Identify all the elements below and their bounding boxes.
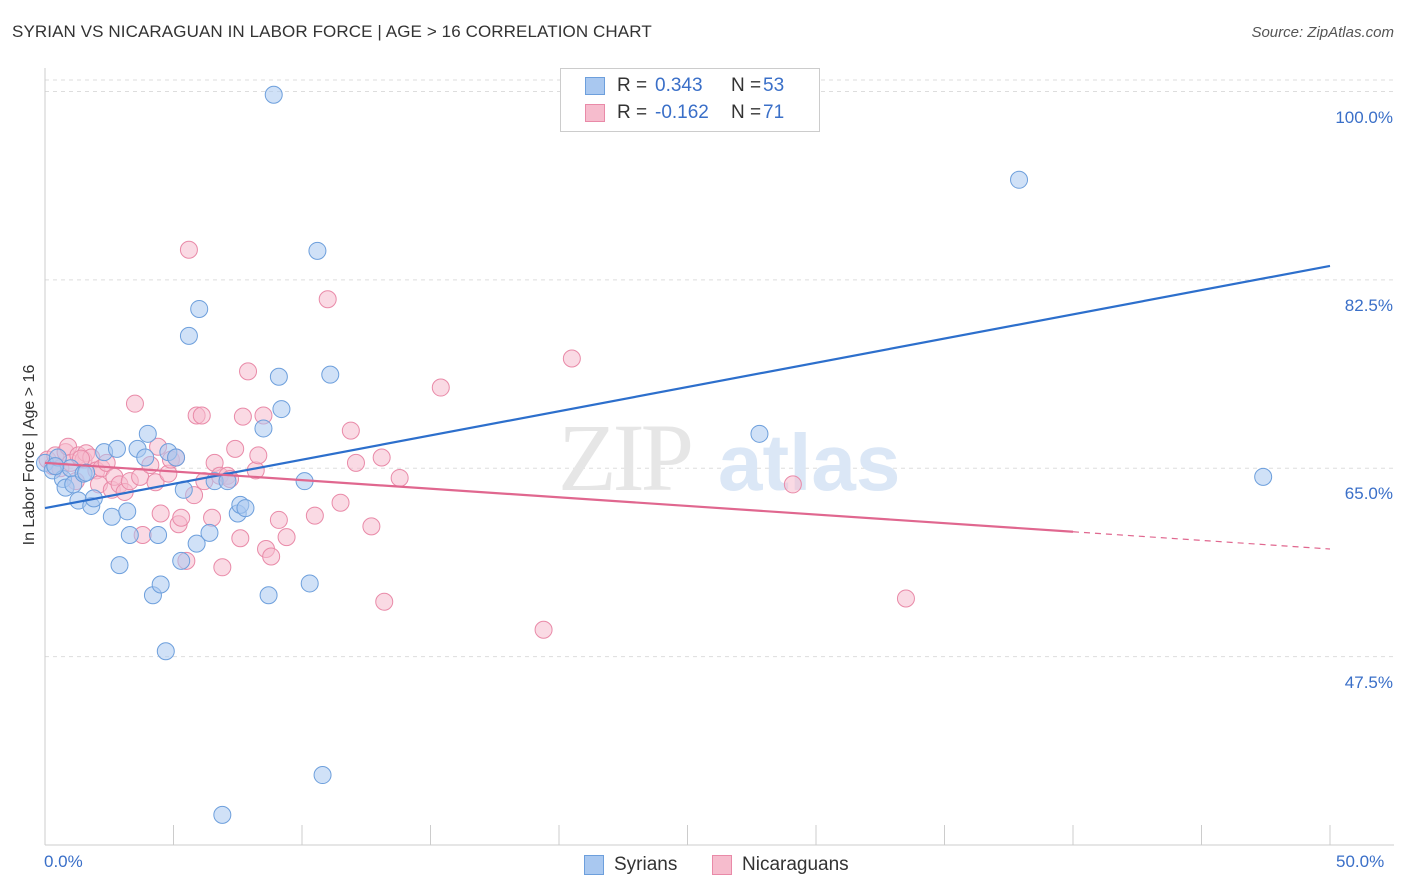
nicaraguan-point <box>896 589 915 608</box>
nicaraguan-point <box>213 558 232 577</box>
chart-title: SYRIAN VS NICARAGUAN IN LABOR FORCE | AG… <box>12 22 652 41</box>
syrian-point <box>179 326 198 345</box>
nicaraguan-point <box>362 517 381 536</box>
syrian-point <box>313 766 332 785</box>
syrian-point <box>120 526 139 544</box>
source-credit: Source: ZipAtlas.com <box>1251 24 1394 41</box>
legend-row-nicaraguans: R = -0.162 N = 71 <box>585 100 784 126</box>
syrian-point <box>77 463 96 482</box>
correlation-legend: R = 0.343 N = 53 R = -0.162 N = 71 <box>560 68 820 132</box>
nicaraguan-point <box>375 592 394 611</box>
y-tick-label: 82.5% <box>1344 295 1393 315</box>
y-tick-label: 47.5% <box>1344 672 1393 692</box>
syrian-point <box>200 523 219 542</box>
syrian-swatch <box>585 77 605 95</box>
syrian-point <box>136 448 155 467</box>
nicaraguan-point <box>331 493 350 512</box>
x-tick-label-max: 50.0% <box>1336 852 1385 871</box>
syrian-n-label: N = <box>731 75 762 96</box>
syrian-point <box>167 448 186 467</box>
syrian-point <box>264 85 283 104</box>
nicaraguan-point <box>179 240 198 259</box>
nicaraguan-point <box>226 439 245 458</box>
watermark: ZIP atlas <box>558 404 900 511</box>
syrian-point <box>118 502 137 521</box>
x-tick-label-min: 0.0% <box>44 852 83 871</box>
syrian-point <box>156 642 175 661</box>
syrian-point <box>308 241 327 260</box>
nicaraguan-point <box>346 453 365 472</box>
nicaraguan-point <box>231 529 250 548</box>
nicaraguan-swatch <box>585 104 605 122</box>
syrian-point <box>269 367 288 386</box>
nicaraguan-r-value: -0.162 <box>655 102 709 123</box>
nicaraguan-point <box>341 421 360 440</box>
syrian-point <box>300 574 319 593</box>
nicaraguan-legend-swatch <box>712 855 732 875</box>
nicaraguan-point <box>390 468 409 487</box>
nicaraguan-point <box>192 406 211 425</box>
syrian-point <box>187 534 206 553</box>
nicaraguan-point <box>249 446 268 465</box>
syrian-point <box>272 400 291 419</box>
watermark-zip: ZIP <box>558 404 691 511</box>
syrian-point <box>151 575 170 594</box>
syrian-point <box>259 586 278 605</box>
syrian-point <box>254 419 273 438</box>
syrian-point <box>138 424 157 443</box>
syrian-point <box>172 551 191 570</box>
nicaraguan-point <box>233 407 252 426</box>
nicaraguan-point <box>305 506 324 525</box>
nicaraguan-legend-label: Nicaraguans <box>742 854 849 875</box>
syrian-point <box>102 507 121 526</box>
syrian-trend-line <box>44 264 1331 510</box>
syrian-point <box>107 439 126 458</box>
nicaraguan-point <box>318 290 337 309</box>
nicaraguan-point <box>239 362 258 381</box>
nicaraguan-n-label: N = <box>731 102 762 123</box>
nicaraguan-point <box>203 508 222 527</box>
nicaraguan-point <box>151 504 170 523</box>
y-tick-label: 65.0% <box>1344 484 1393 504</box>
nicaraguan-point <box>562 349 581 368</box>
syrian-point <box>46 457 65 476</box>
nicaraguan-point <box>277 528 296 547</box>
syrian-point <box>149 526 168 544</box>
syrian-points <box>36 85 1273 824</box>
syrian-point <box>1010 170 1029 189</box>
syrian-n-value: 53 <box>763 75 785 96</box>
nicaraguan-point <box>269 510 288 529</box>
syrian-r-value: 0.343 <box>655 75 703 96</box>
syrian-r-label: R = <box>617 75 648 96</box>
syrian-point <box>213 805 232 824</box>
syrian-point <box>110 556 129 575</box>
nicaraguan-n-value: 71 <box>763 102 785 123</box>
nicaraguan-point <box>534 620 553 639</box>
nicaraguan-point <box>372 448 391 467</box>
syrian-point <box>321 365 340 384</box>
nicaraguan-trend-line <box>44 461 1074 533</box>
syrian-point <box>1254 467 1273 486</box>
nicaraguan-trend-line-extension <box>1072 531 1331 550</box>
trend-lines <box>44 264 1331 550</box>
bottom-legend-nicaraguans: Nicaraguans <box>712 852 849 878</box>
watermark-atlas: atlas <box>718 418 900 507</box>
y-tick-label: 100.0% <box>1335 107 1393 127</box>
syrian-point <box>190 299 209 318</box>
nicaraguan-point <box>262 547 281 566</box>
nicaraguan-point <box>783 475 802 494</box>
nicaraguan-r-label: R = <box>617 102 648 123</box>
syrian-legend-swatch <box>584 855 604 875</box>
nicaraguan-point <box>172 508 191 527</box>
nicaraguan-point <box>125 394 144 413</box>
nicaraguan-point <box>431 378 450 397</box>
bottom-legend-syrians: Syrians <box>584 852 677 878</box>
syrian-point <box>236 499 255 518</box>
syrian-legend-label: Syrians <box>614 854 678 875</box>
legend-row-syrians: R = 0.343 N = 53 <box>585 73 784 99</box>
axis-layer <box>44 68 1394 846</box>
syrian-point <box>750 424 769 443</box>
